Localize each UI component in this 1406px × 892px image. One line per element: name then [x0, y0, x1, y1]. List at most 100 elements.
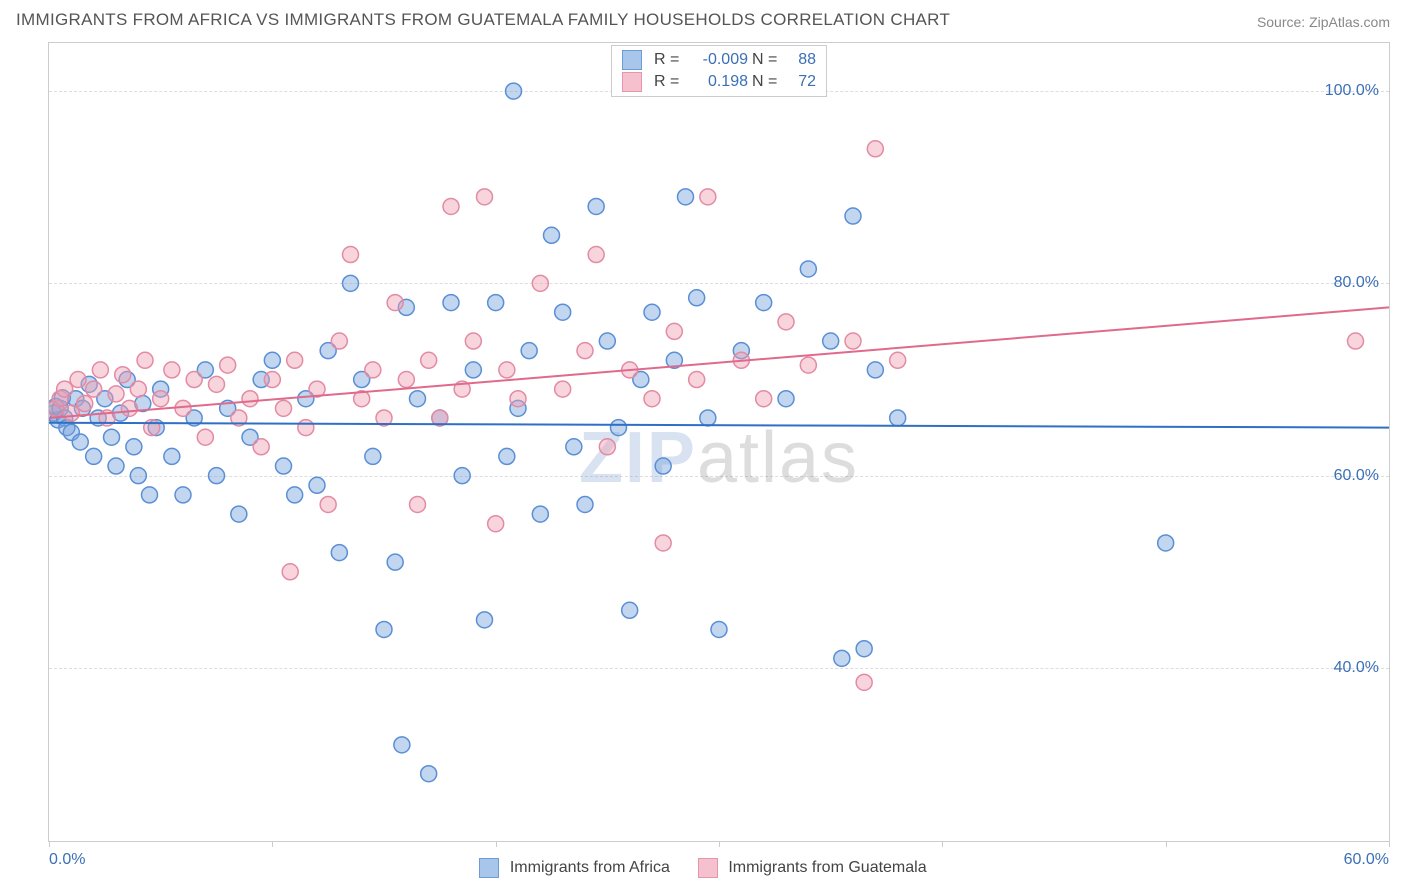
data-point — [532, 506, 548, 522]
data-point — [1348, 333, 1364, 349]
data-point — [164, 362, 180, 378]
correlation-legend: R = -0.009 N = 88 R = 0.198 N = 72 — [611, 45, 827, 97]
legend-n-label: N = — [752, 51, 782, 69]
data-point — [130, 381, 146, 397]
data-point — [611, 420, 627, 436]
data-point — [588, 198, 604, 214]
data-point — [186, 372, 202, 388]
x-tick-mark — [719, 841, 720, 847]
data-point — [242, 391, 258, 407]
data-point — [544, 227, 560, 243]
data-point — [365, 448, 381, 464]
data-point — [756, 391, 772, 407]
legend-label-1: Immigrants from Guatemala — [728, 859, 926, 876]
legend-swatch-series-0 — [479, 858, 499, 878]
data-point — [253, 439, 269, 455]
legend-n-label: N = — [752, 73, 782, 91]
data-point — [115, 367, 131, 383]
data-point — [488, 516, 504, 532]
data-point — [477, 612, 493, 628]
data-point — [376, 621, 392, 637]
data-point — [834, 650, 850, 666]
trend-line — [49, 307, 1389, 418]
data-point — [800, 357, 816, 373]
series-legend: Immigrants from Africa Immigrants from G… — [0, 858, 1406, 878]
data-point — [387, 295, 403, 311]
legend-n-value-0: 88 — [786, 51, 816, 69]
data-point — [867, 362, 883, 378]
data-point — [867, 141, 883, 157]
data-point — [465, 362, 481, 378]
data-point — [599, 439, 615, 455]
data-point — [845, 208, 861, 224]
data-point — [108, 458, 124, 474]
data-point — [588, 247, 604, 263]
data-point — [532, 275, 548, 291]
data-point — [421, 766, 437, 782]
legend-r-value-0: -0.009 — [688, 51, 748, 69]
data-point — [488, 295, 504, 311]
data-point — [1158, 535, 1174, 551]
data-point — [276, 458, 292, 474]
legend-n-value-1: 72 — [786, 73, 816, 91]
data-point — [387, 554, 403, 570]
data-point — [320, 496, 336, 512]
data-point — [264, 352, 280, 368]
data-point — [577, 343, 593, 359]
x-tick-mark — [1166, 841, 1167, 847]
data-point — [209, 468, 225, 484]
data-point — [130, 468, 146, 484]
x-tick-mark — [942, 841, 943, 847]
data-point — [666, 323, 682, 339]
data-point — [220, 357, 236, 373]
data-point — [63, 405, 79, 421]
data-point — [77, 396, 93, 412]
data-point — [577, 496, 593, 512]
data-point — [823, 333, 839, 349]
data-point — [700, 189, 716, 205]
data-point — [756, 295, 772, 311]
data-point — [72, 434, 88, 450]
data-point — [622, 602, 638, 618]
data-point — [689, 372, 705, 388]
data-point — [57, 381, 73, 397]
data-point — [343, 247, 359, 263]
data-point — [845, 333, 861, 349]
data-point — [421, 352, 437, 368]
data-point — [499, 448, 515, 464]
data-point — [287, 487, 303, 503]
data-point — [365, 362, 381, 378]
data-point — [454, 468, 470, 484]
legend-swatch-series-1 — [698, 858, 718, 878]
data-point — [599, 333, 615, 349]
data-point — [555, 381, 571, 397]
data-point — [343, 275, 359, 291]
data-point — [70, 372, 86, 388]
data-point — [394, 737, 410, 753]
data-point — [264, 372, 280, 388]
data-point — [410, 391, 426, 407]
data-point — [778, 391, 794, 407]
data-point — [521, 343, 537, 359]
data-point — [104, 429, 120, 445]
data-point — [86, 381, 102, 397]
data-point — [890, 352, 906, 368]
data-point — [121, 400, 137, 416]
legend-r-label: R = — [654, 51, 684, 69]
scatter-plot-svg — [49, 43, 1389, 841]
data-point — [655, 535, 671, 551]
data-point — [331, 333, 347, 349]
legend-label-0: Immigrants from Africa — [510, 859, 670, 876]
x-tick-mark — [1389, 841, 1390, 847]
data-point — [164, 448, 180, 464]
chart-title: IMMIGRANTS FROM AFRICA VS IMMIGRANTS FRO… — [16, 10, 950, 30]
data-point — [175, 487, 191, 503]
data-point — [890, 410, 906, 426]
data-point — [711, 621, 727, 637]
chart-area: ZIPatlas R = -0.009 N = 88 R = 0.198 N =… — [48, 42, 1390, 842]
data-point — [398, 372, 414, 388]
data-point — [126, 439, 142, 455]
data-point — [566, 439, 582, 455]
data-point — [197, 429, 213, 445]
data-point — [86, 448, 102, 464]
